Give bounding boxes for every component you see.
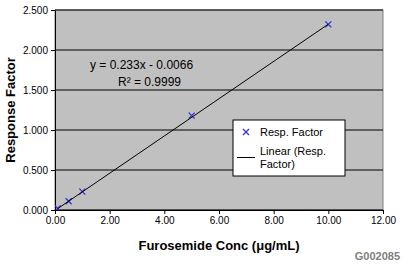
grid-line — [55, 10, 383, 11]
legend-box — [233, 120, 345, 176]
tick-label: 2.500 — [23, 5, 48, 16]
legend-swatch — [243, 129, 249, 135]
legend-label: Linear (Resp.Factor) — [260, 145, 326, 170]
tick: 1.500 — [23, 85, 55, 96]
tick-mark — [51, 10, 55, 11]
tick: 2.500 — [23, 5, 55, 16]
tick-mark — [328, 210, 329, 214]
tick: 10.00 — [316, 210, 341, 226]
tick-label: 8.00 — [264, 215, 284, 226]
grid-line — [55, 50, 383, 51]
equation: y = 0.233x - 0.0066 — [90, 58, 193, 72]
tick: 2.000 — [23, 45, 55, 56]
x-axis-title: Furosemide Conc (μg/mL) — [138, 238, 299, 253]
tick-mark — [51, 170, 55, 171]
r-squared: R² = 0.9999 — [118, 75, 181, 89]
tick: 4.00 — [155, 210, 175, 226]
tick: 12.00 — [371, 210, 396, 226]
tick-mark — [164, 210, 165, 214]
grid-line — [55, 90, 383, 91]
tick: 0.00 — [46, 210, 66, 226]
tick-label: 1.000 — [23, 125, 48, 136]
chart: 0.00 2.00 4.00 6.00 8.00 10.00 12.00 0.000 0.500… — [0, 0, 405, 265]
tick-mark — [51, 90, 55, 91]
marks — [55, 21, 331, 210]
axis-line — [55, 11, 56, 211]
tick: 0.000 — [23, 205, 55, 216]
tick-label: 1.500 — [23, 85, 48, 96]
tick-mark — [110, 210, 111, 214]
trend-line — [58, 24, 329, 208]
grid — [55, 10, 383, 210]
tick-mark — [383, 210, 384, 214]
tick-mark — [219, 210, 220, 214]
tick-label: 2.000 — [23, 45, 48, 56]
tick-label: 10.00 — [316, 215, 341, 226]
tick-label: 0.000 — [23, 205, 48, 216]
tick: 6.00 — [210, 210, 230, 226]
tick: 8.00 — [264, 210, 284, 226]
tick-label: 0.00 — [46, 215, 66, 226]
y-axis-title: Response Factor — [3, 57, 18, 162]
tick-label: 0.500 — [23, 165, 48, 176]
tick-label: 12.00 — [371, 215, 396, 226]
legend: Resp. Factor Linear (Resp.Factor) — [233, 120, 345, 176]
tick: 1.000 — [23, 125, 55, 136]
y-axis: 0.000 0.500 1.000 1.500 2.000 2.500 — [23, 5, 56, 216]
figure-id: G002085 — [355, 250, 400, 262]
tick-mark — [274, 210, 275, 214]
tick-mark — [51, 50, 55, 51]
plot-area — [55, 10, 383, 210]
tick-label: 4.00 — [155, 215, 175, 226]
tick-mark — [55, 210, 56, 214]
legend-swatch — [237, 157, 255, 158]
tick-label: 6.00 — [210, 215, 230, 226]
tick-mark — [51, 130, 55, 131]
tick: 2.00 — [100, 210, 120, 226]
x-axis: 0.00 2.00 4.00 6.00 8.00 10.00 12.00 — [46, 210, 397, 226]
legend-label: Resp. Factor — [260, 126, 323, 138]
tick-mark — [51, 210, 55, 211]
tick-label: 2.00 — [100, 215, 120, 226]
tick: 0.500 — [23, 165, 55, 176]
